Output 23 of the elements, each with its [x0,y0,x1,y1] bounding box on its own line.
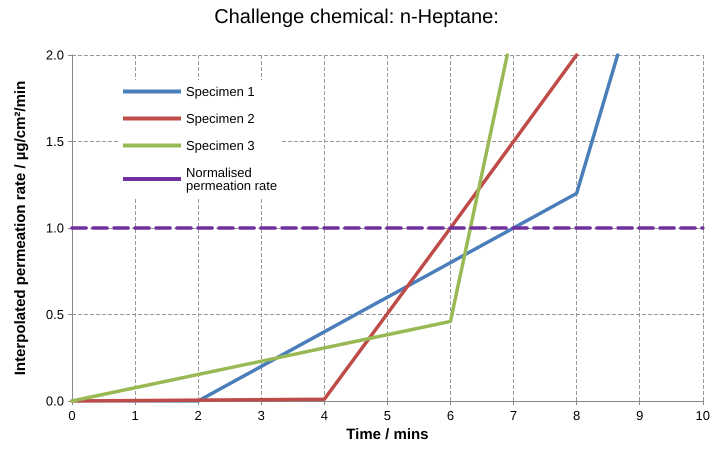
x-tick-label: 7 [510,408,518,423]
x-tick-label: 9 [636,408,644,423]
x-axis-title: Time / mins [346,426,429,443]
legend-label: Specimen 3 [186,138,255,153]
x-tick-label: 8 [573,408,580,423]
y-tick-label: 1.0 [46,220,64,236]
x-tick-label: 5 [384,408,391,423]
x-tick-label: 4 [320,408,328,423]
y-axis-title: Interpolated permeation rate / µg/cm²/min [12,80,29,376]
y-tick-label: 2.0 [46,48,64,62]
chart-title: Challenge chemical: n-Heptane: [214,6,499,28]
x-tick-label: 0 [68,408,76,423]
legend-label: Specimen 2 [186,111,255,126]
legend-label: Normalised permeation rate [186,165,278,193]
legend-label: Specimen 1 [186,84,255,99]
x-tick-label: 3 [258,408,265,423]
y-tick-label: 1.5 [46,134,64,149]
y-tick-label: 0.0 [46,394,64,408]
x-tick-label: 2 [194,408,202,423]
y-tick-label: 0.5 [46,307,64,322]
x-tick-label: 10 [696,408,710,423]
x-tick-label: 1 [131,408,139,423]
x-tick-label: 6 [446,408,454,423]
